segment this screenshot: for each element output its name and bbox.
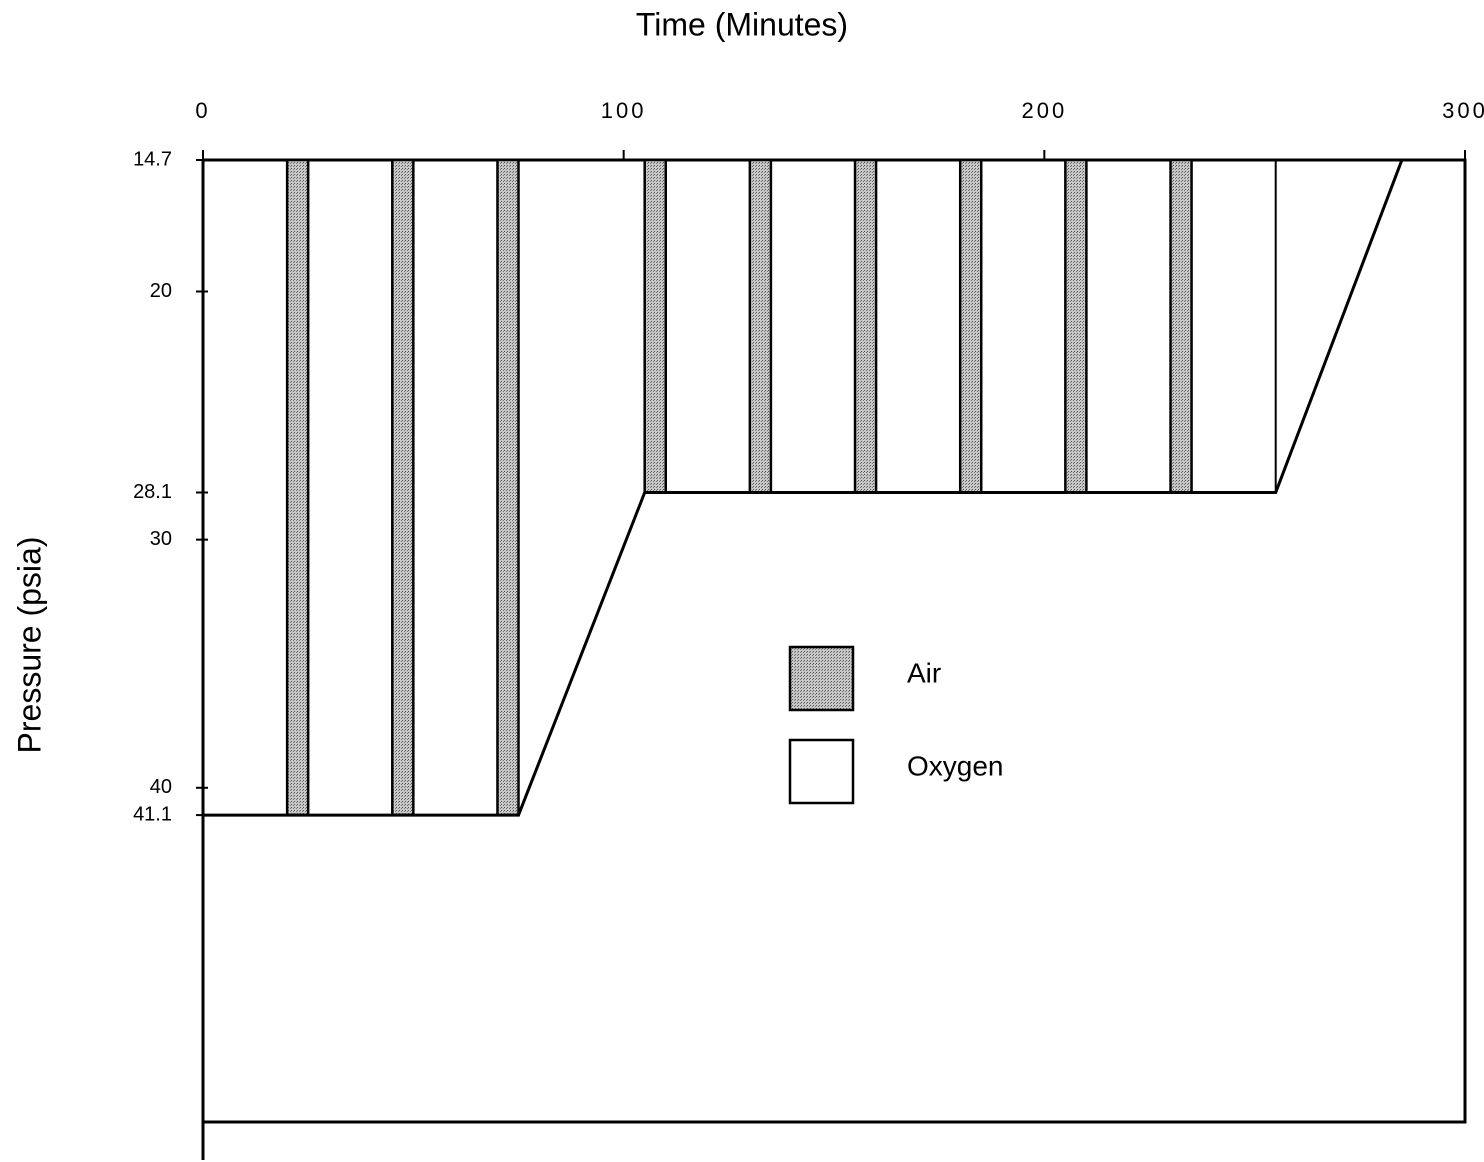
pressure-profile <box>201 159 1404 817</box>
x-tick-label: 0 <box>195 98 210 123</box>
y-tick-label: 30 <box>150 528 172 550</box>
x-tick-label: 300 <box>1442 98 1484 123</box>
y-tick-label: 41.1 <box>133 803 172 825</box>
x-tick-label: 200 <box>1021 98 1067 123</box>
y-tick-label: 20 <box>150 280 172 302</box>
y-tick-label: 28.1 <box>133 481 172 503</box>
y-tick-label: 14.7 <box>133 148 172 170</box>
air-period <box>1169 158 1193 494</box>
air-period <box>748 158 773 494</box>
y-tick-label: 40 <box>150 776 172 798</box>
air-period <box>285 158 310 817</box>
air-period <box>391 158 415 817</box>
y-axis-label: Pressure (psia) <box>11 537 47 754</box>
air-period <box>853 158 878 494</box>
air-period <box>1064 158 1088 494</box>
air-period <box>643 158 667 494</box>
chart-title: Time (Minutes) <box>636 6 848 42</box>
legend-label: Air <box>907 657 941 688</box>
air-period <box>496 158 520 817</box>
legend-swatch <box>788 645 855 712</box>
x-tick-label: 100 <box>601 98 647 123</box>
legend-swatch <box>788 738 855 805</box>
plot-frame <box>203 158 1467 1124</box>
air-period <box>958 158 983 494</box>
legend-label: Oxygen <box>907 750 1004 781</box>
